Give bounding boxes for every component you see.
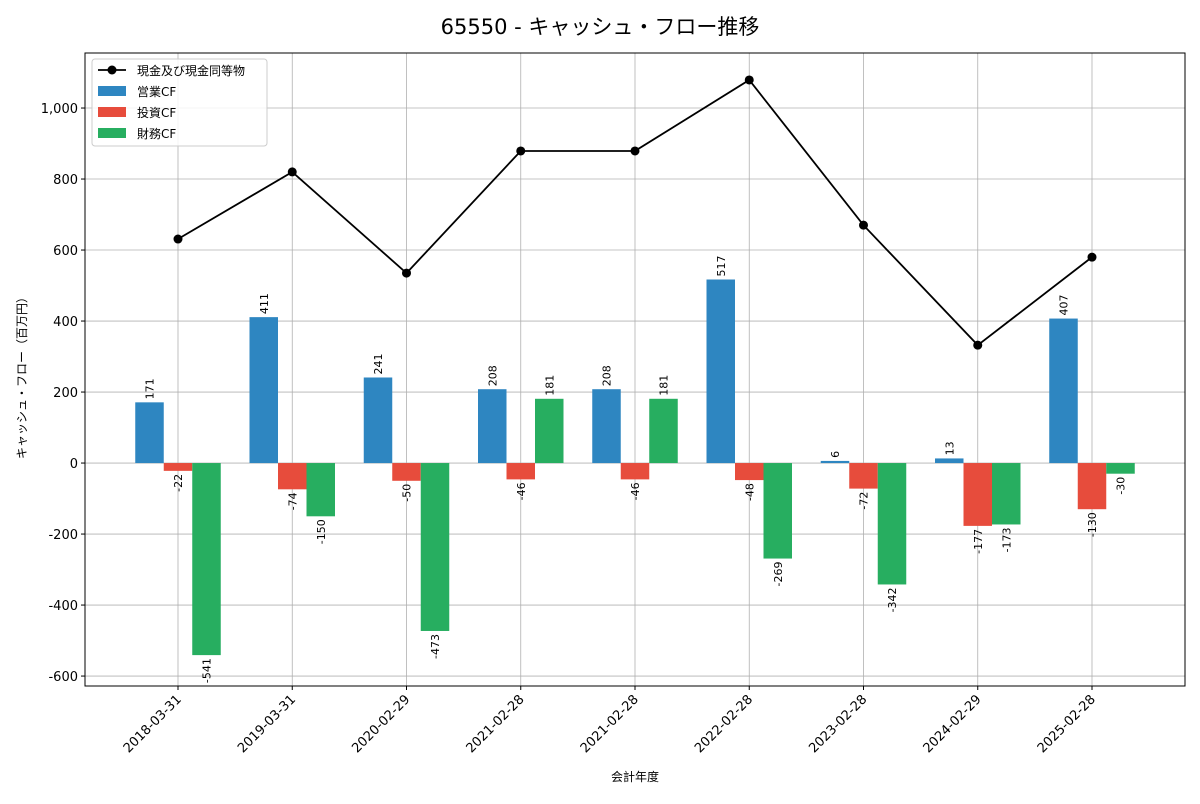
bar-investing — [392, 463, 421, 481]
bar-operating — [592, 389, 621, 464]
data-label: -22 — [172, 474, 185, 492]
data-label: -72 — [858, 492, 871, 510]
y-tick-label: 600 — [53, 244, 78, 259]
cash-line-point — [287, 167, 297, 177]
data-label: -269 — [772, 562, 785, 587]
legend-marker — [107, 65, 117, 75]
data-label: 411 — [258, 293, 271, 314]
cash-line-point — [859, 220, 868, 230]
bar-investing — [735, 463, 764, 481]
bar-financing — [306, 463, 335, 517]
x-tick-label: 2021-02-28 — [464, 692, 528, 756]
cash-line-point — [744, 75, 754, 85]
legend-label: 現金及び現金同等物 — [137, 63, 245, 78]
data-label: -130 — [1086, 512, 1099, 537]
cash-line-point — [1087, 252, 1097, 262]
bar-financing — [992, 463, 1021, 525]
data-label: -173 — [1000, 527, 1013, 552]
y-tick-label: 800 — [53, 173, 78, 188]
x-tick-label: 2018-03-31 — [121, 692, 185, 756]
bars — [135, 279, 1135, 656]
y-tick-label: 400 — [53, 315, 78, 330]
cash-line-point — [516, 146, 526, 156]
data-label: -46 — [515, 482, 528, 500]
cash-line-point — [173, 234, 183, 244]
bar-financing — [877, 463, 907, 585]
legend-swatch — [98, 107, 126, 117]
bar-financing — [420, 463, 450, 631]
cash-line — [173, 75, 1097, 350]
data-label: -74 — [286, 492, 299, 510]
data-label: 181 — [658, 375, 671, 396]
bar-financing — [649, 398, 678, 464]
x-tick-label: 2023-02-28 — [806, 692, 870, 756]
x-tick-label: 2021-02-28 — [578, 692, 642, 756]
x-tick-label: 2022-02-28 — [692, 692, 756, 756]
data-label: 208 — [601, 365, 614, 386]
y-tick-label: 200 — [53, 386, 78, 401]
bar-operating — [706, 279, 735, 464]
y-tick-label: -600 — [48, 670, 78, 685]
x-axis-label: 会計年度 — [611, 769, 659, 784]
cash-line-point — [402, 268, 411, 278]
legend-label: 営業CF — [137, 85, 176, 99]
bar-financing — [535, 398, 564, 464]
bar-investing — [849, 463, 878, 489]
bar-financing — [763, 463, 792, 559]
x-tick-label: 2024-02-29 — [921, 692, 985, 756]
data-label: 171 — [144, 378, 157, 399]
data-label: 407 — [1058, 295, 1071, 316]
legend-swatch — [98, 128, 126, 138]
chart-title: 65550 - キャッシュ・フロー推移 — [441, 15, 760, 39]
data-labels: 171 411 241 208 208 517 6 13 407 -22 -74 -50 -46 -46 -… — [144, 256, 1128, 684]
bar-investing — [620, 463, 650, 480]
bar-investing — [1077, 463, 1107, 510]
y-tick-label: -200 — [48, 528, 78, 543]
bar-investing — [278, 463, 307, 490]
y-axis-label: キャッシュ・フロー（百万円） — [15, 291, 29, 459]
x-tick-label: 2025-02-28 — [1035, 692, 1099, 756]
data-label: -473 — [429, 634, 442, 659]
cash-line-point — [973, 340, 983, 350]
y-tick-label: 1,000 — [41, 102, 78, 117]
axes: -600 -400 -200 0 200 400 600 800 1,000 2018-03-31… — [41, 102, 1099, 756]
bar-operating — [935, 458, 964, 464]
data-label: 517 — [715, 256, 728, 277]
data-label: -46 — [629, 482, 642, 500]
data-label: 6 — [829, 451, 842, 458]
legend-label: 投資CF — [137, 105, 176, 120]
bar-investing — [506, 463, 535, 480]
bar-operating — [478, 389, 507, 464]
y-tick-label: -400 — [48, 599, 78, 614]
data-label: 181 — [543, 375, 556, 396]
cash-line-point — [630, 146, 640, 156]
bar-operating — [820, 460, 850, 464]
legend-swatch — [98, 86, 126, 96]
data-label: 13 — [943, 441, 956, 455]
bar-operating — [135, 402, 164, 464]
bar-investing — [163, 463, 193, 471]
data-label: -342 — [886, 587, 899, 612]
bar-investing — [963, 463, 992, 526]
bar-operating — [1049, 318, 1078, 464]
bar-operating — [249, 317, 278, 464]
bar-operating — [363, 377, 393, 464]
legend-box — [91, 58, 268, 147]
y-tick-label: 0 — [70, 457, 78, 472]
data-label: -50 — [401, 484, 414, 502]
data-label: -177 — [972, 529, 985, 554]
data-label: -48 — [743, 483, 756, 501]
x-tick-label: 2020-02-29 — [349, 692, 413, 756]
bar-financing — [1106, 463, 1135, 474]
data-label: -30 — [1115, 477, 1128, 495]
data-label: 241 — [372, 353, 385, 374]
data-label: -541 — [201, 658, 214, 683]
data-label: -150 — [315, 519, 328, 544]
data-label: 208 — [486, 365, 499, 386]
bar-financing — [192, 463, 221, 656]
legend-label: 財務CF — [137, 126, 176, 141]
x-tick-label: 2019-03-31 — [235, 692, 299, 756]
